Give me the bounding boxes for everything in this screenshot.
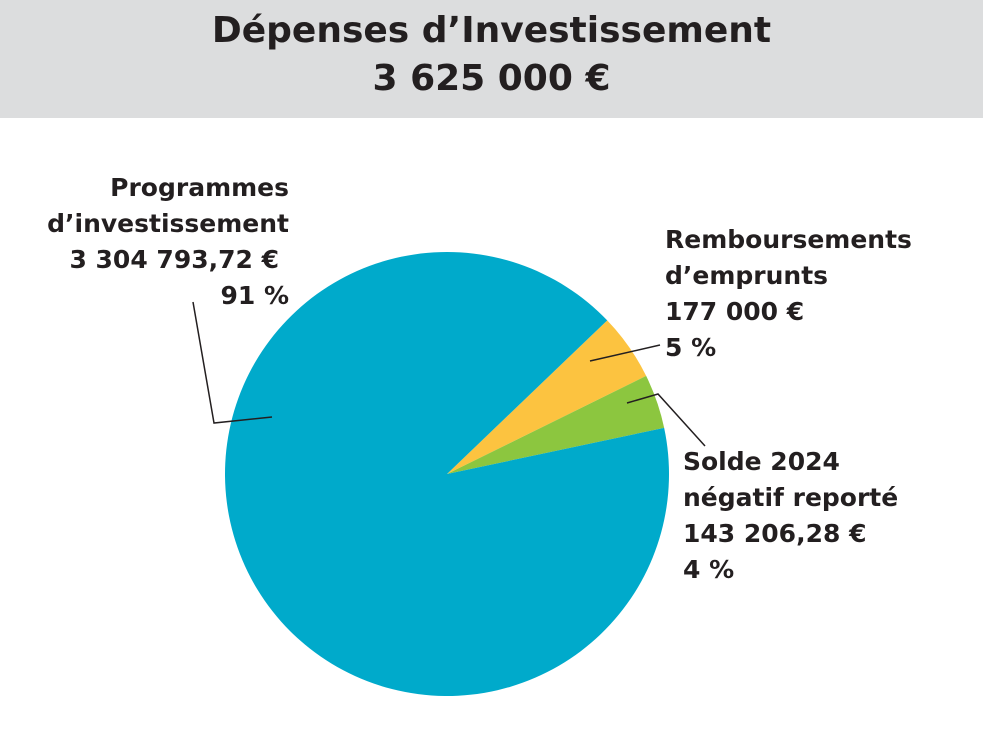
pie-slice-programmes [225, 252, 669, 696]
label-remboursements: Remboursements d’emprunts 177 000 € 5 % [665, 222, 912, 366]
label-solde-percent: 4 % [683, 555, 735, 584]
pie-slice-remboursements [447, 320, 647, 474]
leader-line-solde [626, 393, 706, 447]
chart-header: Dépenses d’Investissement 3 625 000 € [0, 0, 983, 118]
label-programmes-name-2: d’investissement [47, 209, 289, 238]
chart-title: Dépenses d’Investissement [211, 10, 772, 51]
leader-line-remboursements [589, 344, 661, 362]
leader-line-programmes [192, 301, 273, 424]
label-remboursements-name-2: d’emprunts [665, 261, 829, 290]
pie-slice-solde [447, 375, 665, 474]
label-remboursements-percent: 5 % [665, 333, 717, 362]
label-solde: Solde 2024 négatif reporté 143 206,28 € … [683, 444, 898, 588]
label-programmes-value: 3 304 793,72 € [69, 245, 279, 274]
label-programmes-percent: 91 % [220, 281, 289, 310]
label-solde-name-2: négatif reporté [683, 483, 899, 512]
label-remboursements-value: 177 000 € [665, 297, 805, 326]
label-solde-value: 143 206,28 € [683, 519, 867, 548]
label-programmes: Programmes d’investissement 3 304 793,72… [0, 170, 289, 314]
chart-total: 3 625 000 € [372, 58, 611, 99]
label-programmes-name-1: Programmes [110, 173, 289, 202]
label-solde-name-1: Solde 2024 [683, 447, 840, 476]
label-remboursements-name-1: Remboursements [665, 225, 912, 254]
